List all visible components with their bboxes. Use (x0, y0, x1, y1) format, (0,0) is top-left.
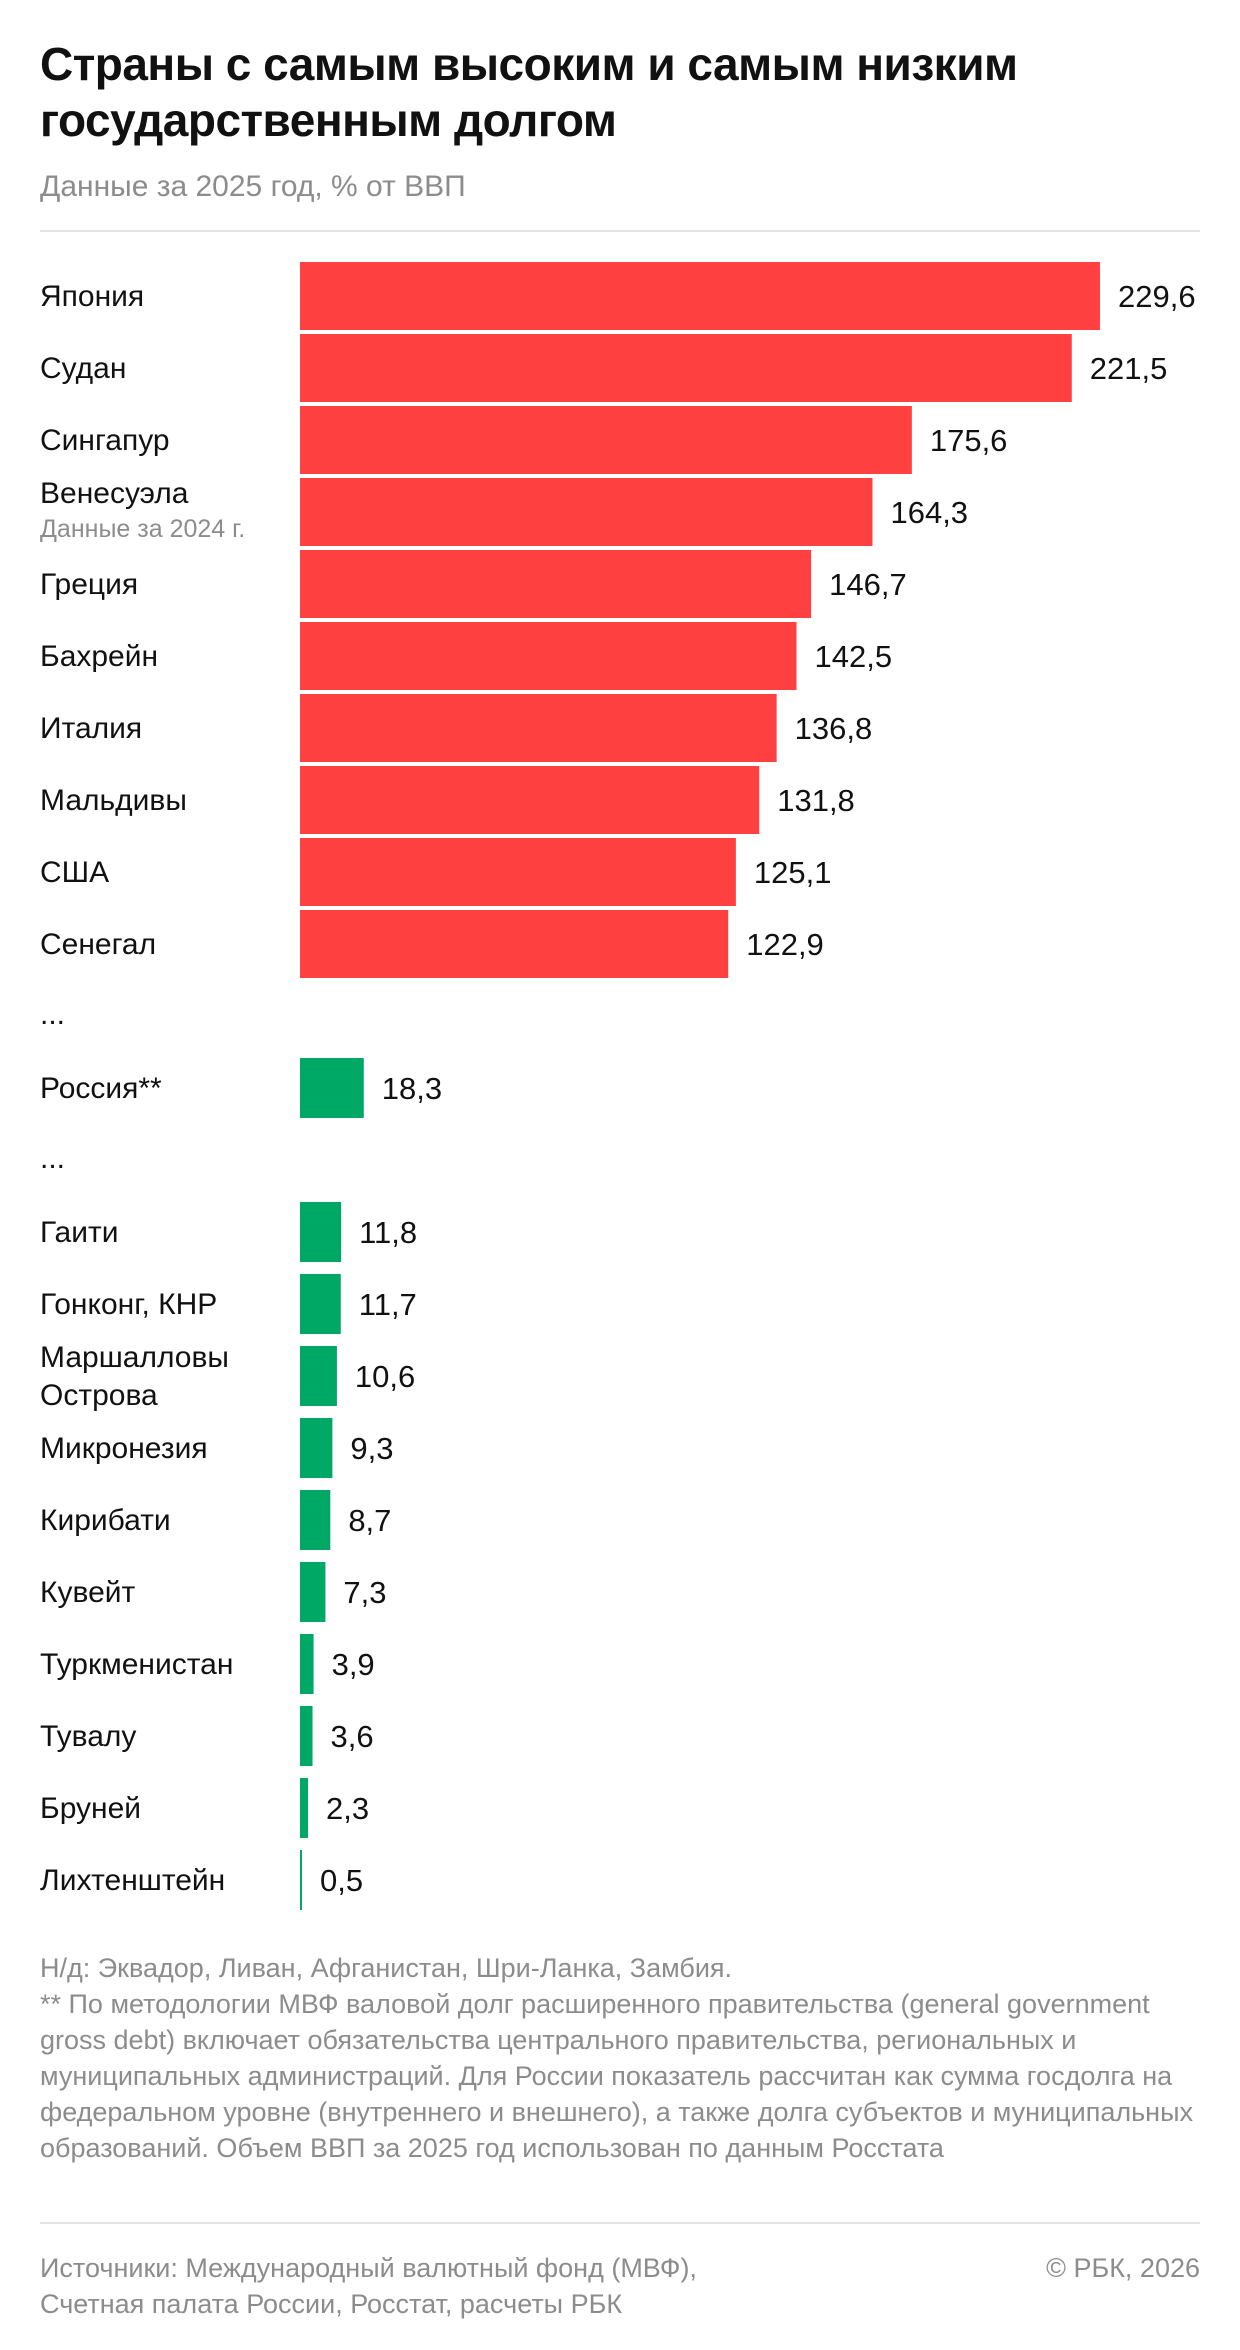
category-label: Россия** (40, 1072, 162, 1105)
bar (300, 838, 736, 906)
chart-subtitle: Данные за 2025 год, % от ВВП (40, 170, 466, 203)
category-label: Венесуэла (40, 477, 189, 510)
chart-title: Страны с самым высоким и самым низким го… (40, 38, 1018, 146)
category-label: Туркменистан (40, 1648, 233, 1681)
bar (300, 766, 760, 834)
bar (300, 406, 912, 474)
category-note: Данные за 2024 г. (40, 515, 245, 543)
category-label: Кирибати (40, 1504, 171, 1537)
value-label: 164,3 (890, 495, 968, 530)
category-label: Тувалу (40, 1720, 136, 1753)
bar (300, 1562, 326, 1622)
footnote-methodology: ** По методологии МВФ валовой долг расши… (40, 1989, 1193, 2163)
category-label: Гаити (40, 1216, 119, 1249)
category-label: Гонконг, КНР (40, 1288, 217, 1321)
value-label: 3,6 (331, 1719, 374, 1754)
value-label: 131,8 (777, 783, 855, 818)
bar (300, 694, 777, 762)
copyright: © РБК, 2026 (1046, 2253, 1200, 2283)
footnote-na: Н/д: Эквадор, Ливан, Афганистан, Шри-Лан… (40, 1953, 733, 1983)
category-label: Микронезия (40, 1432, 208, 1465)
value-label: 0,5 (320, 1863, 363, 1898)
category-label: США (40, 856, 109, 889)
value-label: 11,7 (359, 1287, 417, 1322)
bar (300, 1346, 337, 1406)
bar (300, 622, 797, 690)
category-label: Бахрейн (40, 640, 158, 673)
bar (300, 1058, 364, 1118)
bar (300, 1274, 341, 1334)
category-label: Сенегал (40, 928, 156, 961)
value-label: 136,8 (795, 711, 873, 746)
category-label: Япония (40, 280, 144, 313)
bar (300, 1778, 309, 1838)
value-label: 125,1 (754, 855, 832, 890)
bar (300, 478, 873, 546)
sources: Источники: Международный валютный фонд (… (40, 2253, 697, 2319)
category-label: Судан (40, 352, 126, 385)
category-label: Лихтенштейн (40, 1864, 225, 1897)
footnotes: Н/д: Эквадор, Ливан, Афганистан, Шри-Лан… (40, 1950, 1200, 2166)
ellipsis-row: ... (40, 998, 65, 1031)
bar (300, 334, 1072, 402)
bar (300, 910, 729, 978)
value-label: 11,8 (359, 1215, 417, 1250)
bar (300, 1490, 331, 1550)
bar (300, 1634, 314, 1694)
category-label: Маршалловы Острова (40, 1341, 229, 1412)
category-label: Сингапур (40, 424, 170, 457)
value-label: 142,5 (815, 639, 893, 674)
value-label: 221,5 (1090, 351, 1168, 386)
value-label: 9,3 (350, 1431, 393, 1466)
category-label: Кувейт (40, 1576, 136, 1609)
value-label: 7,3 (343, 1575, 386, 1610)
value-label: 229,6 (1118, 279, 1196, 314)
bar (300, 550, 812, 618)
category-label: Бруней (40, 1792, 141, 1825)
category-label: Мальдивы (40, 784, 187, 817)
value-label: 10,6 (355, 1359, 415, 1394)
bar (300, 1706, 313, 1766)
value-label: 122,9 (746, 927, 824, 962)
bar (300, 1850, 302, 1910)
bar (300, 262, 1100, 330)
value-label: 3,9 (332, 1647, 375, 1682)
value-label: 8,7 (348, 1503, 391, 1538)
bottom-divider (40, 2222, 1200, 2224)
bar (300, 1418, 333, 1478)
value-label: 18,3 (382, 1071, 442, 1106)
ellipsis-row: ... (40, 1142, 65, 1175)
value-label: 2,3 (326, 1791, 369, 1826)
top-divider (40, 230, 1200, 232)
category-label: Италия (40, 712, 142, 745)
value-label: 146,7 (829, 567, 907, 602)
value-label: 175,6 (930, 423, 1008, 458)
bar (300, 1202, 342, 1262)
category-label: Греция (40, 568, 138, 601)
